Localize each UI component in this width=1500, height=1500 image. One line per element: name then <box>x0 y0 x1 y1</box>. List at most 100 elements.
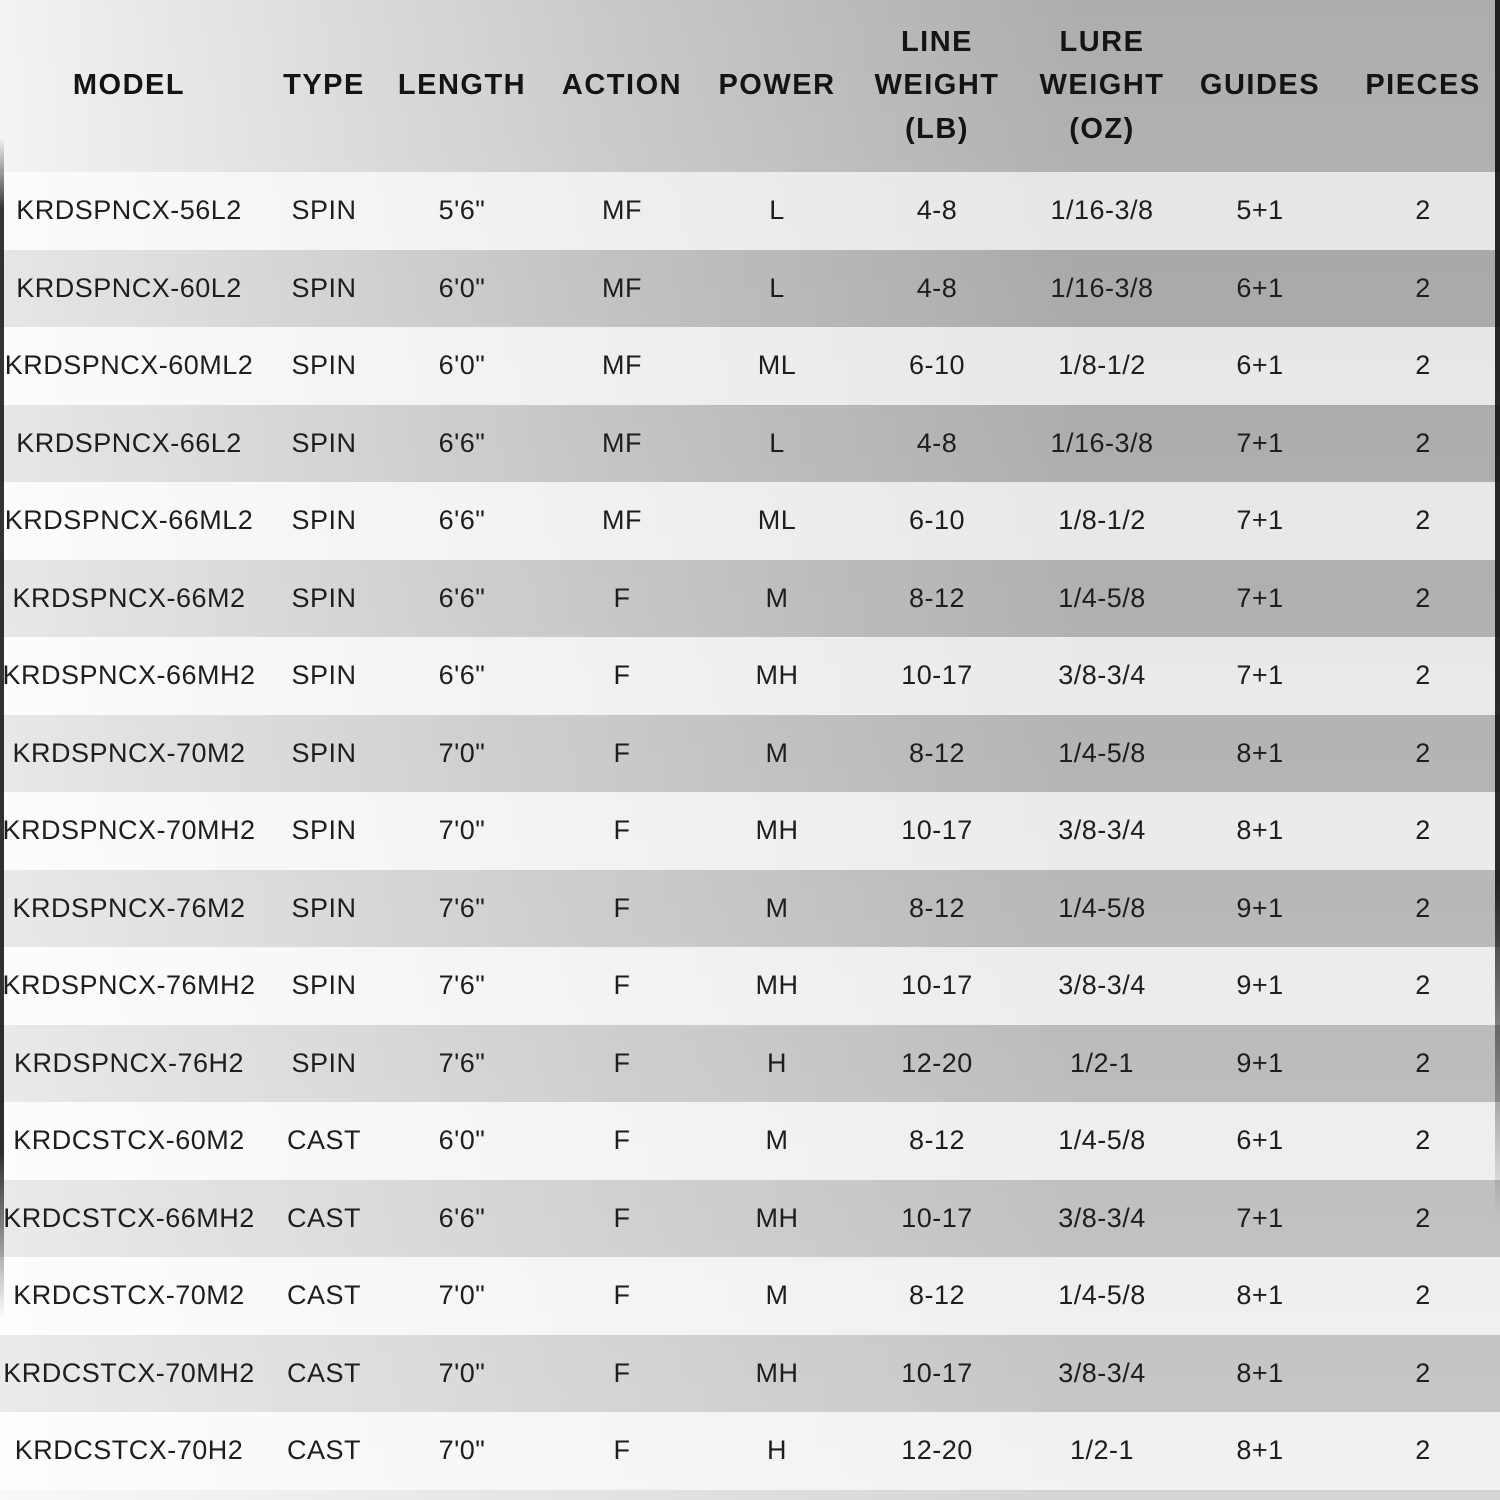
cell-length: 7'0" <box>438 737 486 768</box>
table-row: KRDSPNCX-70MH2 SPIN 7'0" F MH 10-17 3/8-3/4 8+1… <box>0 792 1500 870</box>
cell-lure_weight_oz: 3/8-3/4 <box>1058 1357 1146 1388</box>
cell-model: KRDSPNCX-76H2 <box>13 1047 245 1078</box>
cell-power: MH <box>755 1357 799 1388</box>
cell-action: F <box>613 582 631 613</box>
cell-guides: 6+1 <box>1236 1125 1284 1156</box>
cell-power: ML <box>757 505 797 536</box>
cell-line_weight_lb: 8-12 <box>908 1280 966 1311</box>
cell-model: KRDSPNCX-66ML2 <box>4 505 254 536</box>
cell-pieces: 2 <box>1415 427 1431 458</box>
cell-action: F <box>613 1435 631 1466</box>
cell-power: M <box>765 1125 789 1156</box>
cell-power: M <box>765 582 789 613</box>
cell-action: F <box>613 815 631 846</box>
cell-type: CAST <box>286 1435 361 1466</box>
cell-guides: 7+1 <box>1236 505 1284 536</box>
cell-length: 6'6" <box>438 660 486 691</box>
cell-type: SPIN <box>291 892 357 923</box>
cell-line_weight_lb: 4-8 <box>916 427 958 458</box>
cell-action: F <box>613 660 631 691</box>
cell-action: F <box>613 1202 631 1233</box>
cell-lure_weight_oz: 1/4-5/8 <box>1058 737 1146 768</box>
cell-type: SPIN <box>291 427 357 458</box>
cell-pieces: 2 <box>1415 1280 1431 1311</box>
cell-lure_weight_oz: 1/4-5/8 <box>1058 582 1146 613</box>
cell-length: 7'6" <box>438 892 486 923</box>
table-row: KRDSPNCX-70M2 SPIN 7'0" F M 8-12 1/4-5/8 8+1 2 <box>0 714 1500 792</box>
col-header-pieces: PIECES <box>1365 69 1481 102</box>
cell-length: 7'6" <box>438 1047 486 1078</box>
cell-action: F <box>613 1047 631 1078</box>
cell-length: 7'0" <box>438 1357 486 1388</box>
cell-power: MH <box>755 970 799 1001</box>
cell-length: 6'6" <box>438 505 486 536</box>
table-row: KRDSPNCX-76MH2 SPIN 7'6" F MH 10-17 3/8-3/4 9+1… <box>0 947 1500 1025</box>
cell-model: KRDSPNCX-60L2 <box>16 272 242 303</box>
cell-length: 6'0" <box>438 1125 486 1156</box>
cell-power: M <box>765 1280 789 1311</box>
cell-guides: 8+1 <box>1236 737 1284 768</box>
col-header-line_weight_lb: LINE WEIGHT (LB) <box>874 25 1000 145</box>
cell-lure_weight_oz: 1/2-1 <box>1069 1047 1135 1078</box>
cell-model: KRDSPNCX-66MH2 <box>2 660 256 691</box>
cell-lure_weight_oz: 3/8-3/4 <box>1058 970 1146 1001</box>
col-header-action: ACTION <box>561 69 683 102</box>
cell-guides: 9+1 <box>1236 1047 1284 1078</box>
cell-action: MF <box>602 505 642 536</box>
cell-model: KRDCSTCX-70MH2 <box>3 1357 255 1388</box>
table-row: KRDCSTCX-70MH2 CAST 7'0" F MH 10-17 3/8-3/4 8+1… <box>0 1334 1500 1412</box>
cell-lure_weight_oz: 1/2-1 <box>1069 1435 1135 1466</box>
cell-model: KRDSPNCX-70MH2 <box>2 815 256 846</box>
cell-line_weight_lb: 8-12 <box>908 1125 966 1156</box>
cell-lure_weight_oz: 1/16-3/8 <box>1050 195 1154 226</box>
cell-lure_weight_oz: 1/4-5/8 <box>1058 1125 1146 1156</box>
cell-model: KRDSPNCX-70M2 <box>12 737 246 768</box>
cell-power: MH <box>755 660 799 691</box>
col-header-guides: GUIDES <box>1199 69 1321 102</box>
cell-power: H <box>767 1047 787 1078</box>
table-body: KRDSPNCX-56L2 SPIN 5'6" MF L 4-8 1/16-3/8 5+1 2 K… <box>0 172 1500 1490</box>
cell-guides: 6+1 <box>1236 350 1284 381</box>
cell-type: SPIN <box>291 815 357 846</box>
cell-guides: 9+1 <box>1236 892 1284 923</box>
cell-line_weight_lb: 10-17 <box>901 1202 973 1233</box>
cell-guides: 7+1 <box>1236 1202 1284 1233</box>
cell-lure_weight_oz: 1/16-3/8 <box>1050 427 1154 458</box>
cell-type: CAST <box>286 1202 361 1233</box>
cell-type: SPIN <box>291 737 357 768</box>
table-row: KRDSPNCX-66MH2 SPIN 6'6" F MH 10-17 3/8-3/4 7+1… <box>0 637 1500 715</box>
cell-power: M <box>765 892 789 923</box>
table-row: KRDSPNCX-76H2 SPIN 7'6" F H 12-20 1/2-1 9+1 2 <box>0 1024 1500 1102</box>
cell-type: CAST <box>286 1125 361 1156</box>
cell-guides: 9+1 <box>1236 970 1284 1001</box>
cell-pieces: 2 <box>1415 1202 1431 1233</box>
cell-length: 7'6" <box>438 970 486 1001</box>
cell-pieces: 2 <box>1415 272 1431 303</box>
cell-line_weight_lb: 12-20 <box>901 1047 973 1078</box>
cell-guides: 7+1 <box>1236 660 1284 691</box>
cell-guides: 8+1 <box>1236 1435 1284 1466</box>
cell-model: KRDSPNCX-66M2 <box>12 582 246 613</box>
cell-line_weight_lb: 8-12 <box>908 737 966 768</box>
cell-lure_weight_oz: 1/4-5/8 <box>1058 1280 1146 1311</box>
cell-lure_weight_oz: 3/8-3/4 <box>1058 1202 1146 1233</box>
cell-action: MF <box>602 195 642 226</box>
cell-type: SPIN <box>291 505 357 536</box>
cell-line_weight_lb: 10-17 <box>901 660 973 691</box>
cell-pieces: 2 <box>1415 505 1431 536</box>
cell-lure_weight_oz: 1/4-5/8 <box>1058 892 1146 923</box>
table-row: KRDSPNCX-66ML2 SPIN 6'6" MF ML 6-10 1/8-1/2 7+1… <box>0 482 1500 560</box>
cell-model: KRDCSTCX-60M2 <box>13 1125 245 1156</box>
table-row: KRDCSTCX-70M2 CAST 7'0" F M 8-12 1/4-5/8 8+1 2 <box>0 1257 1500 1335</box>
cell-pieces: 2 <box>1415 737 1431 768</box>
cell-power: ML <box>757 350 797 381</box>
table-row: KRDCSTCX-66MH2 CAST 6'6" F MH 10-17 3/8-3/4 7+1… <box>0 1179 1500 1257</box>
cell-guides: 8+1 <box>1236 1280 1284 1311</box>
cell-action: MF <box>602 427 642 458</box>
cell-type: SPIN <box>291 195 357 226</box>
cell-length: 6'0" <box>438 272 486 303</box>
cell-pieces: 2 <box>1415 1357 1431 1388</box>
cell-power: L <box>769 272 785 303</box>
cell-power: H <box>767 1435 787 1466</box>
